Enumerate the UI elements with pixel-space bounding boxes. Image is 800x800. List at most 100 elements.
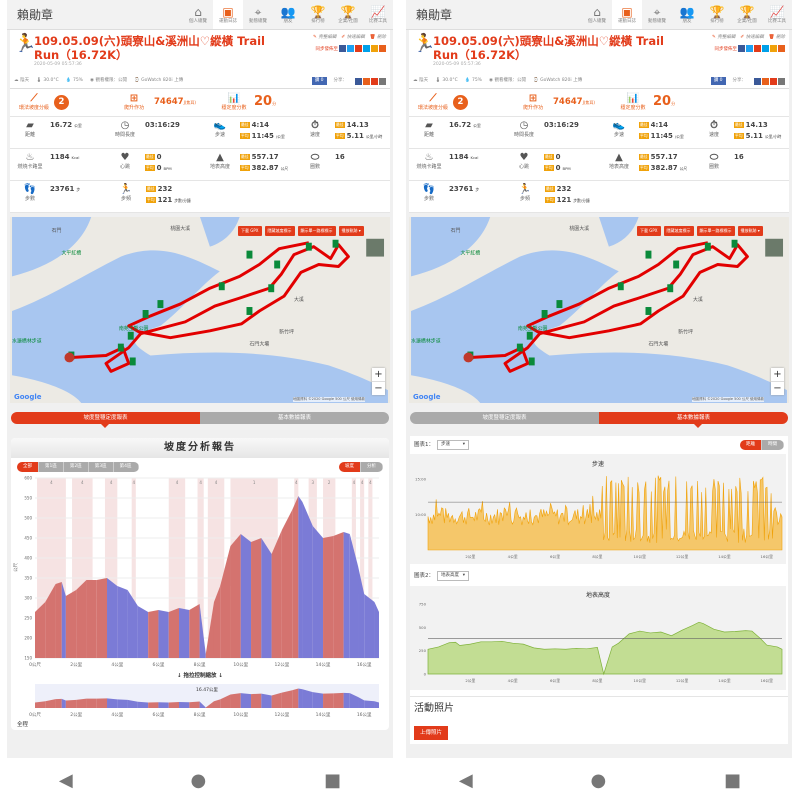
share-icon[interactable] xyxy=(770,77,777,85)
nav-tab-2[interactable]: ⌖ 動態總覽 xyxy=(642,0,672,29)
segment-4[interactable]: 第4區 xyxy=(113,462,139,472)
share-platform-icon[interactable] xyxy=(339,45,346,52)
back-button[interactable]: ◀ xyxy=(58,769,73,791)
share-platform-icon[interactable] xyxy=(371,45,378,52)
map-button-3[interactable]: 播放軌跡 ▾ xyxy=(338,226,364,236)
share-platform-icon[interactable] xyxy=(379,45,386,52)
nav-tab-3[interactable]: 👥 朋友 xyxy=(273,0,303,29)
share-icon[interactable] xyxy=(371,77,378,85)
nav-tab-2[interactable]: ⌖ 動態總覽 xyxy=(243,0,273,29)
nav-tab-4[interactable]: 🏆 排行榜 xyxy=(702,0,732,29)
toggle-0[interactable]: 距離 xyxy=(740,440,762,450)
zoom-in-button[interactable]: + xyxy=(773,369,782,380)
share-icon[interactable] xyxy=(762,77,769,85)
y-tick-label: 150 xyxy=(24,656,32,661)
chart1-select[interactable]: 步速 ▾ xyxy=(437,440,469,450)
map-button-2[interactable]: 顯示單一路標標示 xyxy=(297,226,336,236)
map-button-0[interactable]: 下載 GPX xyxy=(238,226,262,236)
tab-report-1[interactable]: 基本數據報表 xyxy=(200,412,389,424)
share-icon[interactable] xyxy=(355,77,362,85)
toggle-1[interactable]: 時間 xyxy=(762,440,784,450)
nav-tab-label: 比賽工具 xyxy=(369,18,387,24)
nav-tab-6[interactable]: 📈 比賽工具 xyxy=(363,0,393,29)
nav-tab-4[interactable]: 🏆 排行榜 xyxy=(303,0,333,29)
action-2[interactable]: 🗑 刪除 xyxy=(370,35,386,40)
map-button-0[interactable]: 下載 GPX xyxy=(637,226,661,236)
zoom-out-button[interactable]: − xyxy=(372,381,385,395)
zoom-in-button[interactable]: + xyxy=(374,369,383,380)
value-line: 1184 Kcal xyxy=(50,152,79,163)
nav-tab-0[interactable]: ⌂ 個人總覽 xyxy=(582,0,612,29)
segment-3[interactable]: 第3區 xyxy=(88,462,114,472)
back-button[interactable]: ◀ xyxy=(458,769,473,791)
toggle-0[interactable]: 坡度 xyxy=(339,462,361,472)
nav-tab-1[interactable]: ▣ 運動日誌 xyxy=(612,0,642,29)
share-icon[interactable] xyxy=(754,77,761,85)
action-0[interactable]: ✎ 完整編輯 xyxy=(712,35,735,40)
share-icon[interactable] xyxy=(379,77,386,85)
nav-tab-1[interactable]: ▣ 運動日誌 xyxy=(213,0,243,29)
home-button[interactable]: ● xyxy=(190,769,207,791)
tab-report-0[interactable]: 坡度暨穩定度報表 xyxy=(410,412,599,424)
recents-button[interactable]: ■ xyxy=(724,769,742,791)
title-block: 109.05.09(六)頭寮山&溪洲山♡縱橫 Trail Run（16.72K）… xyxy=(433,34,690,74)
android-nav-right: ◀ ● ■ xyxy=(400,760,800,800)
tab-report-1[interactable]: 基本數據報表 xyxy=(599,412,788,424)
navigator-segment xyxy=(137,701,149,708)
action-0[interactable]: ✎ 完整編輯 xyxy=(313,35,336,40)
map-button-1[interactable]: 隱藏坡度標示 xyxy=(264,226,295,236)
action-2[interactable]: 🗑 刪除 xyxy=(769,35,785,40)
place-label: 石門大壩 xyxy=(249,341,269,348)
action-label: 完整編輯 xyxy=(318,35,337,40)
segment-2[interactable]: 第2區 xyxy=(63,462,89,472)
toggle-group: 距離 時間 xyxy=(740,440,784,450)
elevation-segment xyxy=(35,602,46,658)
nav-tab-3[interactable]: 👥 朋友 xyxy=(672,0,702,29)
map-button-2[interactable]: 顯示單一路標標示 xyxy=(696,226,735,236)
nav-tab-5[interactable]: 🏆 企業/社團 xyxy=(732,0,762,29)
zoom-out-button[interactable]: − xyxy=(771,381,784,395)
value: 11:45 xyxy=(650,132,673,140)
route-map[interactable]: 石門 大平紅橋 桃園大溪 南苑生態公園 水濂橋林步道 大溪 新竹坪 石門大壩 下載 GPX 隱藏坡… xyxy=(10,217,390,403)
x-tick-label: 8公里 xyxy=(194,712,206,718)
share-platform-icon[interactable] xyxy=(754,45,761,52)
route-map[interactable]: 石門 大平紅橋 桃園大溪 南苑生態公園 水濂橋林步道 大溪 新竹坪 石門大壩 下載 GPX 隱藏坡… xyxy=(409,217,789,403)
share-icon[interactable] xyxy=(363,77,370,85)
chart2-select[interactable]: 地表高度 ▾ xyxy=(437,571,469,581)
share-platform-icon[interactable] xyxy=(738,45,745,52)
upload-photo-button[interactable]: 上傳照片 xyxy=(414,726,449,740)
grade-value: 2 xyxy=(453,95,468,110)
navigator-segment xyxy=(302,689,313,708)
clock-icon: ◷ 時間長度 xyxy=(504,120,544,148)
value: 2 xyxy=(58,97,65,107)
share-platform-icon[interactable] xyxy=(347,45,354,52)
map-button-3[interactable]: 播放軌跡 ▾ xyxy=(737,226,763,236)
place-label: 新竹坪 xyxy=(279,329,294,336)
toggle-1[interactable]: 分析 xyxy=(361,462,383,472)
navigator-segment xyxy=(240,693,252,708)
recents-button[interactable]: ■ xyxy=(324,769,342,791)
tab-report-0[interactable]: 坡度暨穩定度報表 xyxy=(11,412,200,424)
share-platform-icon[interactable] xyxy=(770,45,777,52)
segment-1[interactable]: 第1區 xyxy=(39,462,64,472)
home-button[interactable]: ● xyxy=(590,769,607,791)
share-platform-icon[interactable] xyxy=(778,45,785,52)
map-button-1[interactable]: 隱藏坡度標示 xyxy=(663,226,694,236)
share-platform-icon[interactable] xyxy=(762,45,769,52)
share-platform-icon[interactable] xyxy=(746,45,753,52)
share-icon[interactable] xyxy=(778,77,785,85)
share-platform-icon[interactable] xyxy=(355,45,362,52)
action-1[interactable]: ✐ 快速編輯 xyxy=(341,35,364,40)
action-1[interactable]: ✐ 快速編輯 xyxy=(740,35,763,40)
share-platform-icon[interactable] xyxy=(363,45,370,52)
like-button[interactable]: 讚 0 xyxy=(311,77,327,85)
nav-tab-6[interactable]: 📈 比賽工具 xyxy=(762,0,792,29)
segment-0[interactable]: 全部 xyxy=(17,462,39,472)
pace-chart: 步速 15:00 10:00 2公里 4公里 6公里 8公里 10公里 12公里 14公里 16公里 xyxy=(410,454,786,564)
km-marker xyxy=(731,239,738,248)
nav-tab-5[interactable]: 🏆 企業/社團 xyxy=(333,0,363,29)
distance-icon: ▰ 距離 xyxy=(409,120,449,148)
like-button[interactable]: 讚 0 xyxy=(710,77,726,85)
nav-tab-0[interactable]: ⌂ 個人總覽 xyxy=(183,0,213,29)
unit: J(焦耳) xyxy=(582,100,595,105)
